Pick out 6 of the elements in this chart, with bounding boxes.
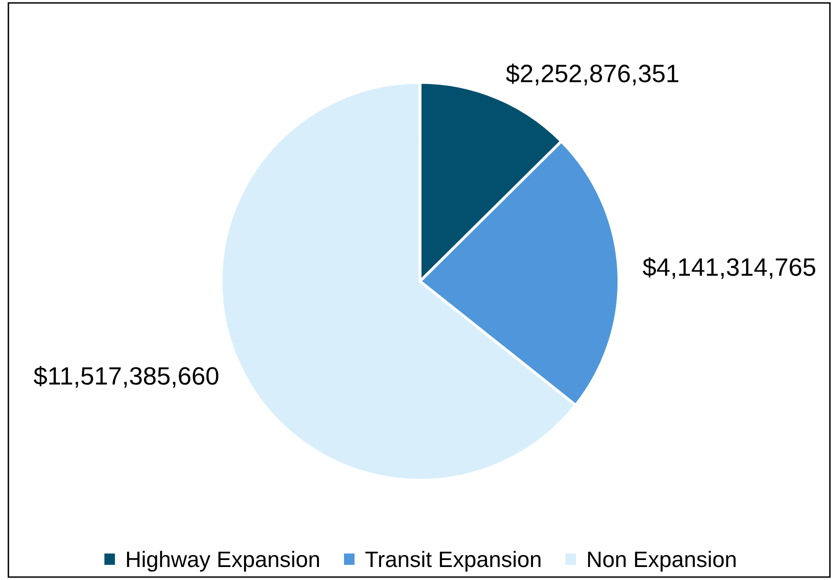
legend-label: Non Expansion bbox=[588, 550, 736, 572]
legend-label: Transit Expansion bbox=[365, 550, 540, 572]
data-label: $4,141,314,765 bbox=[642, 257, 816, 279]
data-label: $11,517,385,660 bbox=[34, 366, 218, 388]
data-label: $2,252,876,351 bbox=[506, 64, 678, 86]
legend-label: Highway Expansion bbox=[127, 550, 319, 572]
